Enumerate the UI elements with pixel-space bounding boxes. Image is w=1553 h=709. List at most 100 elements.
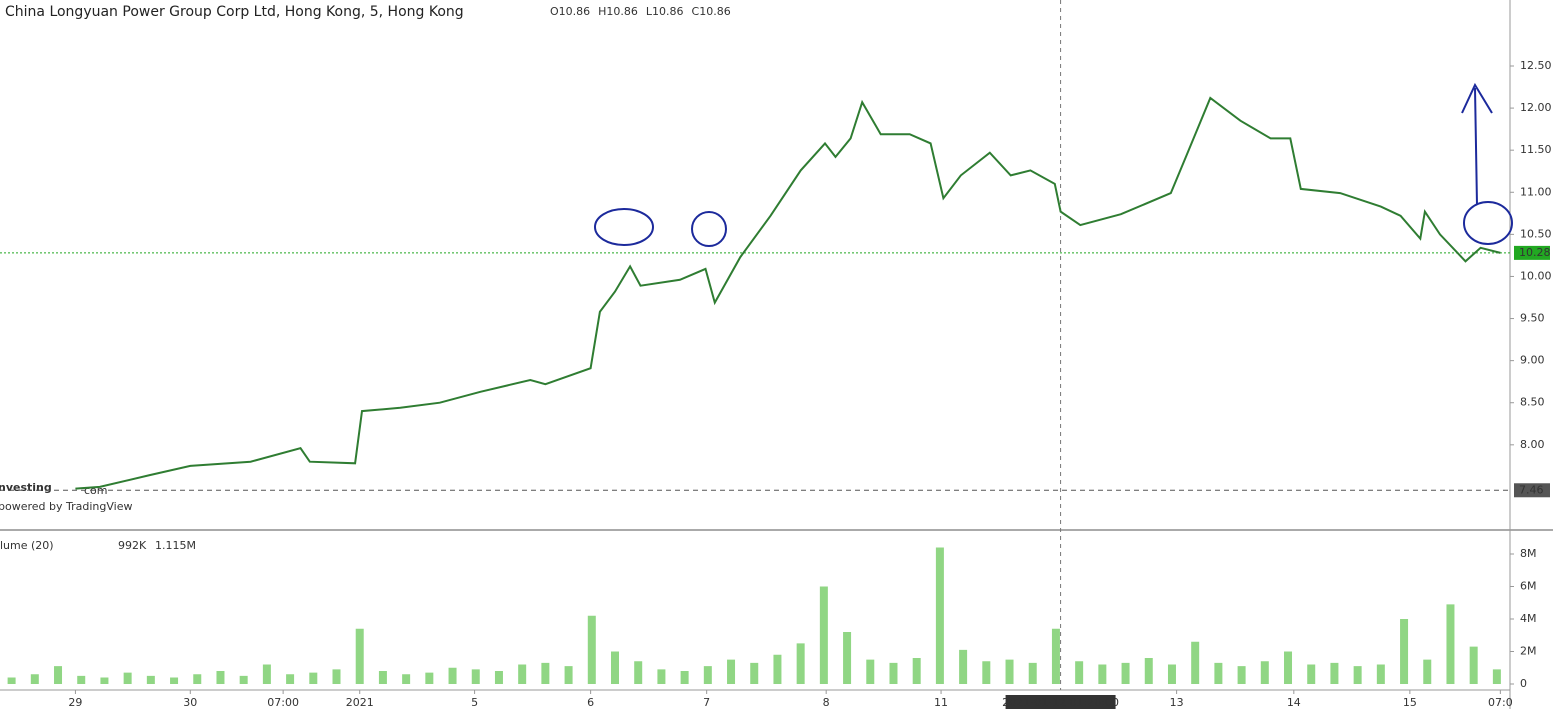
ohlc-value: C10.86	[692, 5, 731, 18]
x-tick-label: 14	[1287, 696, 1301, 709]
x-tick-label: 2021	[346, 696, 374, 709]
volume-bar	[54, 666, 63, 684]
volume-bar	[262, 664, 271, 684]
volume-tick-label: 2M	[1520, 645, 1537, 658]
volume-bar	[935, 547, 944, 684]
volume-bar	[216, 671, 225, 684]
volume-bar	[1051, 628, 1060, 684]
ohlc-value: O10.86	[550, 5, 590, 18]
watermark: nvesting	[0, 481, 52, 494]
volume-tick-label: 0	[1520, 677, 1527, 690]
volume-bar	[1423, 659, 1432, 684]
volume-bar	[866, 659, 875, 684]
volume-bar	[680, 671, 689, 684]
volume-bar	[1353, 666, 1362, 684]
price-label-box	[1514, 483, 1550, 498]
price-label: 10.28	[1519, 246, 1551, 259]
volume-bar	[239, 675, 248, 684]
volume-bar	[889, 662, 898, 684]
y-tick-label: 8.00	[1520, 438, 1545, 451]
volume-bar	[1028, 662, 1037, 684]
volume-bar	[634, 661, 643, 684]
y-tick-label: 9.50	[1520, 312, 1545, 325]
volume-tick-label: 4M	[1520, 612, 1537, 625]
volume-bar	[796, 643, 805, 684]
volume-bar	[1330, 662, 1339, 684]
x-tick-label: 29	[68, 696, 82, 709]
volume-bar	[1167, 664, 1176, 684]
annotations	[594, 82, 1513, 247]
volume-bar	[727, 659, 736, 684]
volume-bar	[1376, 664, 1385, 684]
volume-bar	[1492, 669, 1501, 684]
x-tick-label: 5	[471, 696, 478, 709]
x-tick-label: 13	[1170, 696, 1184, 709]
volume-bar	[1260, 661, 1269, 684]
volume-bar	[402, 674, 411, 684]
crosshair-label-box	[1005, 695, 1116, 709]
volume-bar	[982, 661, 991, 684]
y-tick-label: 8.50	[1520, 396, 1545, 409]
volume-bar	[610, 651, 619, 684]
volume-bar	[494, 671, 503, 684]
volume-bar	[1005, 659, 1014, 684]
crosshair-label: 2021-01-12 01:20:00	[1002, 696, 1119, 709]
volume-bar	[309, 672, 318, 684]
volume-bar	[1191, 641, 1200, 684]
price-label: 7.46	[1519, 483, 1544, 496]
volume-bar	[1098, 664, 1107, 684]
volume-bar	[471, 669, 480, 684]
price-line-series	[75, 96, 1501, 490]
volume-bar	[1121, 662, 1130, 684]
volume-bar	[959, 649, 968, 684]
volume-bar	[286, 674, 295, 684]
volume-bar	[170, 677, 179, 684]
y-tick-label: 11.50	[1520, 143, 1552, 156]
volume-bar	[30, 674, 39, 684]
volume-reading: 992K	[118, 539, 147, 552]
y-tick-label: 12.50	[1520, 59, 1552, 72]
volume-bar	[1144, 658, 1153, 684]
volume-bar	[7, 677, 16, 684]
volume-bar	[750, 662, 759, 684]
volume-bar	[843, 632, 852, 684]
volume-bar	[448, 667, 457, 684]
x-tick-label: 07:0	[1488, 696, 1513, 709]
volume-tick-label: 6M	[1520, 580, 1537, 593]
watermark: powered by TradingView	[0, 500, 132, 513]
volume-bar	[1446, 604, 1455, 684]
x-tick-label: 7	[703, 696, 710, 709]
y-tick-label: 10.00	[1520, 269, 1552, 282]
volume-bar	[587, 615, 596, 684]
ohlc-value: H10.86	[598, 5, 638, 18]
price-label-box	[1514, 245, 1550, 260]
volume-bar	[657, 669, 666, 684]
x-tick-label: 6	[587, 696, 594, 709]
volume-title: lume (20)	[0, 539, 54, 552]
volume-bar	[912, 658, 921, 684]
volume-bar	[193, 674, 202, 684]
volume-bar	[773, 654, 782, 684]
volume-bar	[703, 666, 712, 684]
x-tick-label: 8	[823, 696, 830, 709]
volume-tick-label: 8M	[1520, 547, 1537, 560]
ohlc: O10.86 H10.86 L10.86 C10.86	[550, 5, 731, 18]
volume-bar	[77, 675, 86, 684]
volume-bar	[1214, 662, 1223, 684]
y-tick-label: 10.50	[1520, 227, 1552, 240]
y-tick-label: 11.00	[1520, 185, 1552, 198]
volume-reading: 1.115M	[155, 539, 196, 552]
volume-bar	[564, 666, 573, 684]
x-tick-label: 15	[1403, 696, 1417, 709]
ohlc-value: L10.86	[646, 5, 684, 18]
x-tick-label: 07:00	[267, 696, 299, 709]
volume-bar	[1400, 619, 1409, 684]
volume-bar	[146, 675, 155, 684]
volume-bar	[100, 677, 109, 684]
volume-bar	[355, 628, 364, 684]
y-tick-label: 12.00	[1520, 101, 1552, 114]
volume-bar	[425, 672, 434, 684]
volume-bar	[541, 662, 550, 684]
